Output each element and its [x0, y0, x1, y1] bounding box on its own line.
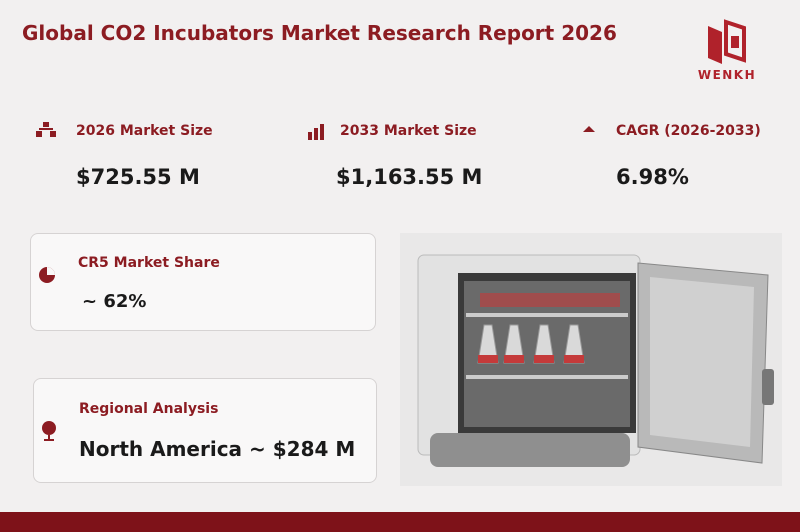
product-image	[400, 233, 782, 486]
icon-globe	[42, 421, 56, 441]
logo-icon	[708, 19, 746, 64]
icon-hierarchy	[36, 122, 56, 137]
icon-up	[583, 126, 595, 132]
card-value: ~ 62%	[82, 291, 147, 312]
card	[30, 233, 376, 331]
footer-bar	[0, 512, 800, 532]
card-value: North America ~ $284 M	[79, 437, 356, 461]
title: Global CO2 Incubators Market Research Re…	[22, 21, 617, 45]
logo-text: WENKH	[697, 68, 757, 82]
stat-label: CAGR (2026-2033)	[616, 123, 761, 139]
card-label: Regional Analysis	[79, 401, 219, 417]
icon-bars	[308, 124, 324, 140]
stat-label: 2033 Market Size	[340, 123, 477, 139]
stat-label: 2026 Market Size	[76, 123, 213, 139]
stat-value: 6.98%	[616, 165, 689, 189]
stat-value: $1,163.55 M	[336, 165, 483, 189]
stat-value: $725.55 M	[76, 165, 200, 189]
card	[33, 378, 377, 483]
card-label: CR5 Market Share	[78, 255, 220, 271]
icon-pie	[39, 267, 55, 283]
